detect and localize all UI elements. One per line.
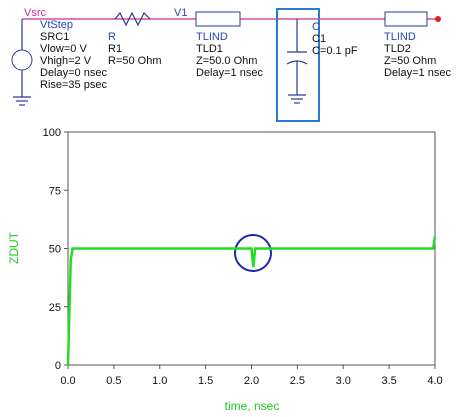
data-line <box>66 236 437 366</box>
comp-type: C <box>312 21 320 33</box>
comp-type: TLIND <box>196 31 228 43</box>
x-axis-label: time, nsec <box>225 399 280 413</box>
y-tick-label: 0 <box>55 360 61 372</box>
y-tick-label: 75 <box>49 185 61 197</box>
y-axis-label: ZDUT <box>7 231 21 264</box>
x-tick-label: 3.5 <box>381 375 396 387</box>
param: Vlow=0 V <box>40 43 87 55</box>
comp-type: R <box>108 31 116 43</box>
param: Delay=1 nsec <box>384 67 451 79</box>
comp-name: R1 <box>108 43 122 55</box>
port <box>435 16 441 22</box>
y-tick-label: 50 <box>49 244 61 256</box>
highlight-box <box>276 8 320 122</box>
param: Delay=0 nsec <box>40 67 107 79</box>
param: Vhigh=2 V <box>40 55 92 67</box>
x-tick-label: 0.5 <box>106 375 121 387</box>
comp-type: VtStep <box>40 19 73 31</box>
x-tick-label: 2.5 <box>290 375 305 387</box>
comp-type: TLIND <box>384 31 416 43</box>
tline2-symbol <box>384 11 428 27</box>
comp-name: C1 <box>312 33 326 45</box>
y-tick-label: 25 <box>49 302 61 314</box>
x-tick-label: 2.0 <box>244 375 259 387</box>
x-tick-label: 0.0 <box>60 375 75 387</box>
comp-name: TLD2 <box>384 43 411 55</box>
x-tick-label: 1.0 <box>152 375 167 387</box>
net-label: Vsrc <box>24 7 47 19</box>
param: C=0.1 pF <box>312 45 358 57</box>
param: Delay=1 nsec <box>196 67 263 79</box>
comp-name: SRC1 <box>40 31 69 43</box>
comp-name: TLD1 <box>196 43 223 55</box>
param: Z=50.0 Ohm <box>196 55 257 67</box>
y-tick-label: 100 <box>43 127 61 139</box>
annotation-circle <box>234 234 272 272</box>
x-tick-label: 4.0 <box>427 375 442 387</box>
param: Z=50 Ohm <box>384 55 436 67</box>
x-tick-label: 1.5 <box>198 375 213 387</box>
tline1-symbol <box>195 11 241 27</box>
resistor-symbol <box>114 11 151 27</box>
schematic: Vsrc VtStep SRC1 Vlow=0 V Vhigh=2 V Dela… <box>11 7 451 122</box>
x-tick-label: 3.0 <box>336 375 351 387</box>
source-symbol <box>11 49 33 71</box>
node-label: V1 <box>174 7 187 19</box>
param: R=50 Ohm <box>108 55 162 67</box>
param: Rise=35 psec <box>40 79 107 91</box>
